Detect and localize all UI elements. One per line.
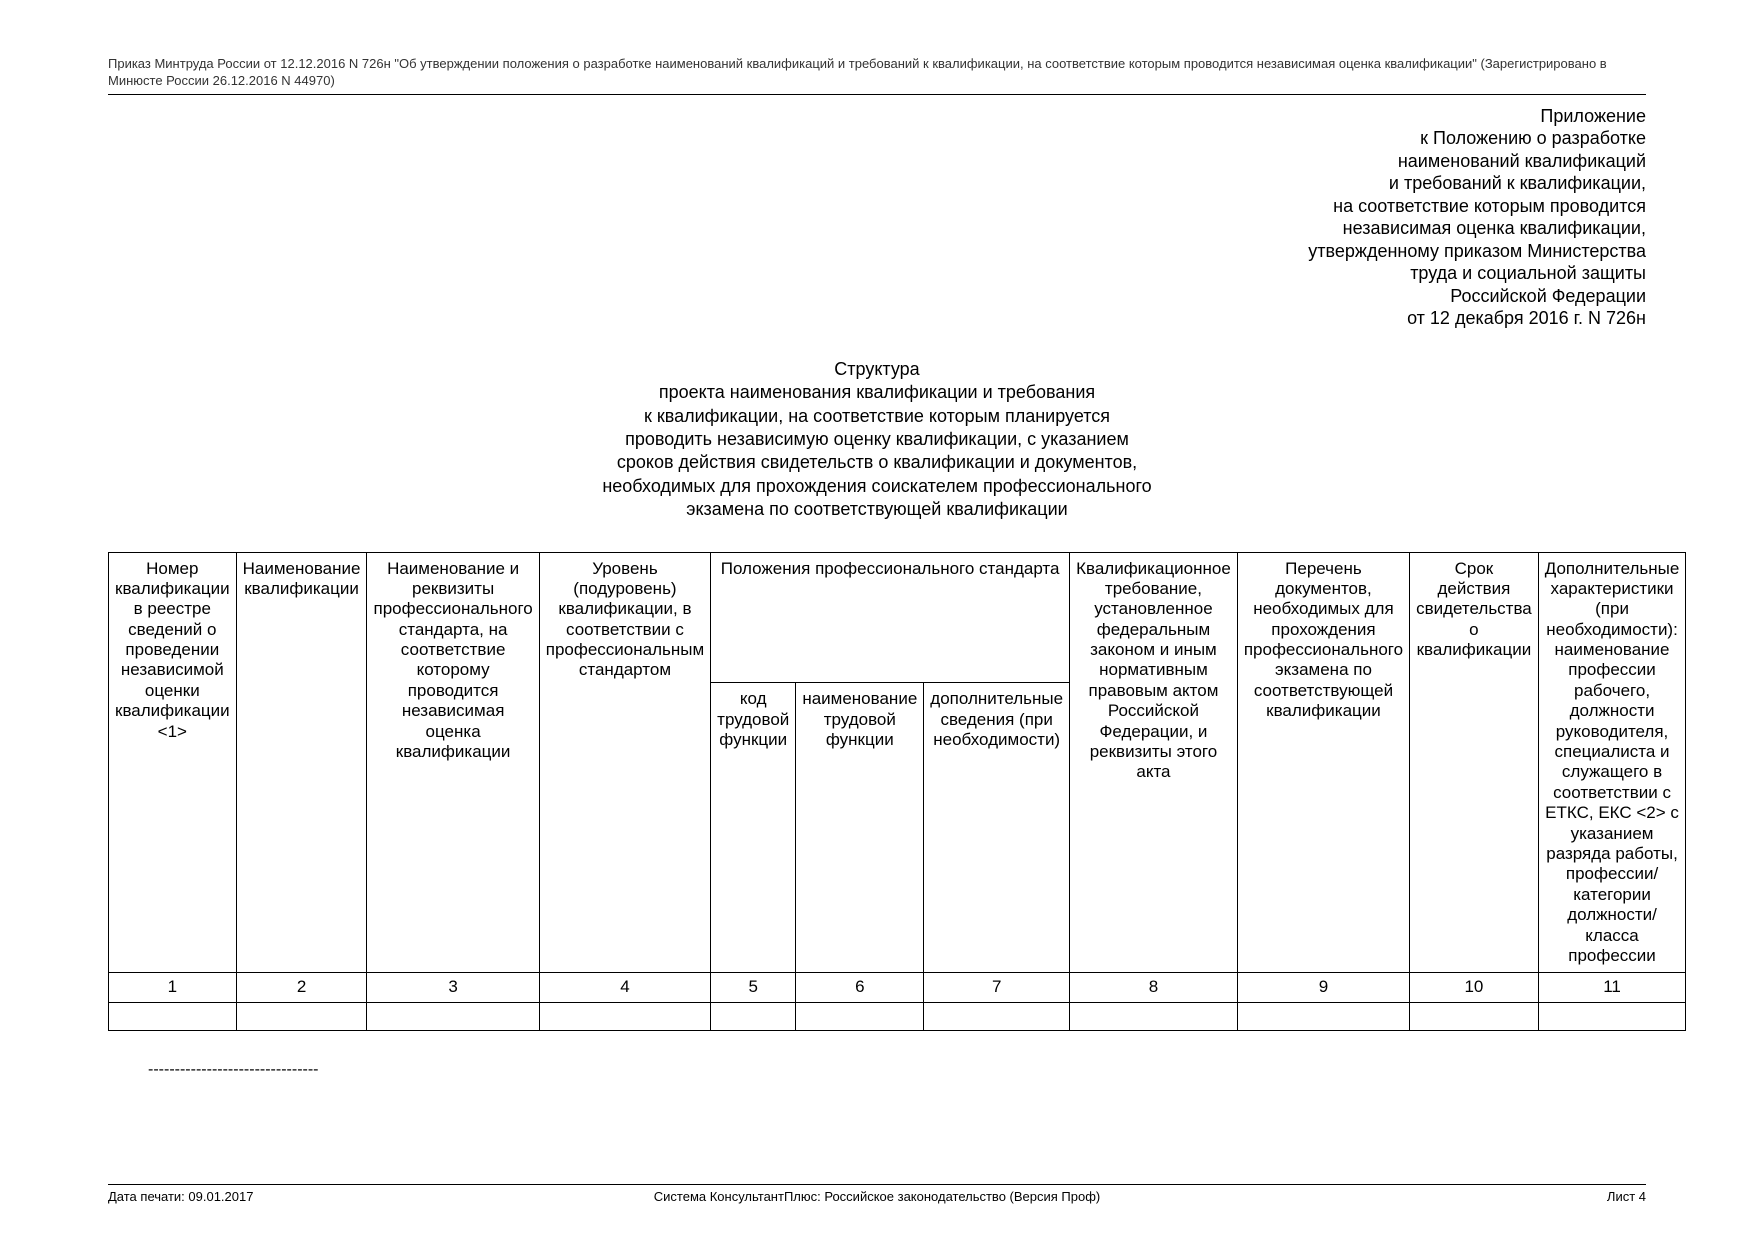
empty-cell <box>924 1002 1070 1030</box>
table-number-row: 1 2 3 4 5 6 7 8 9 10 11 <box>109 973 1686 1002</box>
title-line: проводить независимую оценку квалификаци… <box>108 428 1646 451</box>
footnote-separator: -------------------------------- <box>148 1061 1646 1079</box>
empty-cell <box>367 1002 539 1030</box>
col-header: Наименование и реквизиты профессионально… <box>367 552 539 973</box>
empty-cell <box>1538 1002 1686 1030</box>
appendix-line: Приложение <box>108 105 1646 128</box>
col-header: Квалификационное требование, установленн… <box>1070 552 1238 973</box>
table-header-row: Номер квалификации в реестре сведений о … <box>109 552 1686 683</box>
col-header: Дополнительные характеристики (при необх… <box>1538 552 1686 973</box>
appendix-line: наименований квалификаций <box>108 150 1646 173</box>
title-line: Структура <box>108 358 1646 381</box>
col-subheader: код трудовой функции <box>711 683 796 973</box>
empty-cell <box>711 1002 796 1030</box>
col-number: 8 <box>1070 973 1238 1002</box>
col-header: Срок действия свидетельства о квалификац… <box>1410 552 1539 973</box>
empty-cell <box>539 1002 710 1030</box>
title-line: к квалификации, на соответствие которым … <box>108 405 1646 428</box>
col-header: Уровень (подуровень) квалификации, в соо… <box>539 552 710 973</box>
col-number: 11 <box>1538 973 1686 1002</box>
empty-cell <box>1237 1002 1409 1030</box>
appendix-line: к Положению о разработке <box>108 127 1646 150</box>
col-number: 10 <box>1410 973 1539 1002</box>
page-footer: Дата печати: 09.01.2017 Система Консульт… <box>108 1184 1646 1204</box>
col-subheader: дополнительные сведения (при необходимос… <box>924 683 1070 973</box>
empty-cell <box>1070 1002 1238 1030</box>
appendix-line: утвержденному приказом Министерства <box>108 240 1646 263</box>
col-number: 5 <box>711 973 796 1002</box>
document-header: Приказ Минтруда России от 12.12.2016 N 7… <box>108 56 1646 95</box>
footer-system-info: Система КонсультантПлюс: Российское зако… <box>108 1189 1646 1204</box>
col-number: 7 <box>924 973 1070 1002</box>
title-block: Структура проекта наименования квалифика… <box>108 358 1646 522</box>
empty-cell <box>796 1002 924 1030</box>
col-header-group: Положения профессионального стандарта <box>711 552 1070 683</box>
appendix-line: на соответствие которым проводится <box>108 195 1646 218</box>
empty-cell <box>1410 1002 1539 1030</box>
appendix-line: Российской Федерации <box>108 285 1646 308</box>
table-empty-row <box>109 1002 1686 1030</box>
appendix-line: от 12 декабря 2016 г. N 726н <box>108 307 1646 330</box>
appendix-line: труда и социальной защиты <box>108 262 1646 285</box>
title-line: сроков действия свидетельств о квалифика… <box>108 451 1646 474</box>
col-subheader: наименование трудовой функции <box>796 683 924 973</box>
col-header: Перечень документов, необходимых для про… <box>1237 552 1409 973</box>
empty-cell <box>109 1002 237 1030</box>
col-number: 4 <box>539 973 710 1002</box>
structure-table: Номер квалификации в реестре сведений о … <box>108 552 1686 1031</box>
appendix-line: независимая оценка квалификации, <box>108 217 1646 240</box>
col-header: Наименование квалификации <box>236 552 367 973</box>
title-line: проекта наименования квалификации и треб… <box>108 381 1646 404</box>
col-number: 9 <box>1237 973 1409 1002</box>
col-number: 3 <box>367 973 539 1002</box>
appendix-block: Приложение к Положению о разработке наим… <box>108 105 1646 330</box>
footer-page-number: Лист 4 <box>1607 1189 1646 1204</box>
title-line: экзамена по соответствующей квалификации <box>108 498 1646 521</box>
col-number: 2 <box>236 973 367 1002</box>
col-number: 1 <box>109 973 237 1002</box>
col-header: Номер квалификации в реестре сведений о … <box>109 552 237 973</box>
appendix-line: и требований к квалификации, <box>108 172 1646 195</box>
footer-print-date: Дата печати: 09.01.2017 <box>108 1189 253 1204</box>
title-line: необходимых для прохождения соискателем … <box>108 475 1646 498</box>
col-number: 6 <box>796 973 924 1002</box>
empty-cell <box>236 1002 367 1030</box>
